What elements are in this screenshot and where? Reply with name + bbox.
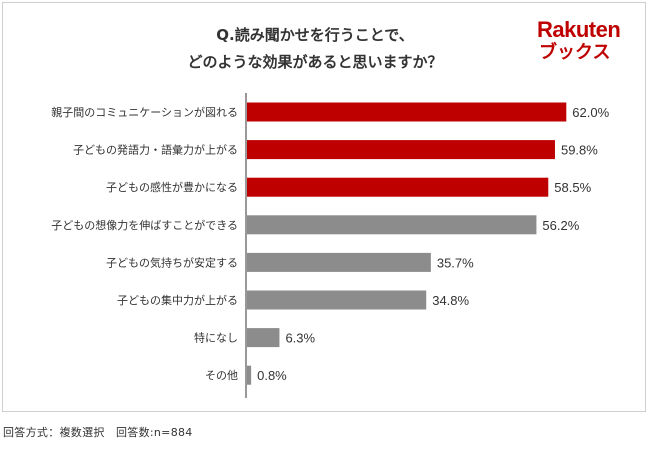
chart-card (2, 2, 646, 412)
value-label: 0.8% (257, 368, 287, 383)
logo-text-books: ブックス (539, 42, 611, 62)
bar (247, 140, 555, 160)
category-label: その他 (205, 369, 238, 382)
value-label: 59.8% (561, 143, 598, 158)
chart-title: Q.読み聞かせを行うことで、 どのような効果があると思いますか？ (100, 22, 530, 76)
logo-text-rakuten: Rakuten (537, 17, 621, 42)
value-label: 58.5% (554, 180, 591, 195)
title-line-2: どのような効果があると思いますか？ (187, 53, 443, 71)
category-label: 子どもの集中力が上がる (117, 293, 238, 307)
category-label: 親子間のコミュニケーションが図れる (51, 105, 238, 119)
value-label: 62.0% (572, 105, 609, 120)
value-label: 56.2% (542, 218, 579, 233)
category-label: 子どもの想像力を伸ばすことができる (51, 218, 238, 232)
category-label: 特になし (194, 331, 238, 345)
category-label: 子どもの気持ちが安定する (106, 255, 238, 269)
category-label: 子どもの発語力・語彙力が上がる (73, 143, 238, 157)
bar (247, 102, 567, 122)
value-label: 35.7% (437, 255, 474, 270)
category-label: 子どもの感性が豊かになる (106, 180, 238, 194)
title-line-1: Q.読み聞かせを行うことで、 (216, 26, 414, 44)
value-label: 6.3% (285, 331, 315, 346)
bar (247, 290, 427, 310)
value-label: 34.8% (432, 293, 469, 308)
bar (247, 177, 549, 197)
bar (247, 328, 280, 348)
bar (247, 252, 431, 272)
rakuten-books-logo: Rakuten ブックス (537, 17, 627, 63)
bar (247, 215, 537, 235)
footnote: 回答方式：複数選択 回答数:n=884 (3, 426, 193, 439)
bar (247, 365, 252, 385)
